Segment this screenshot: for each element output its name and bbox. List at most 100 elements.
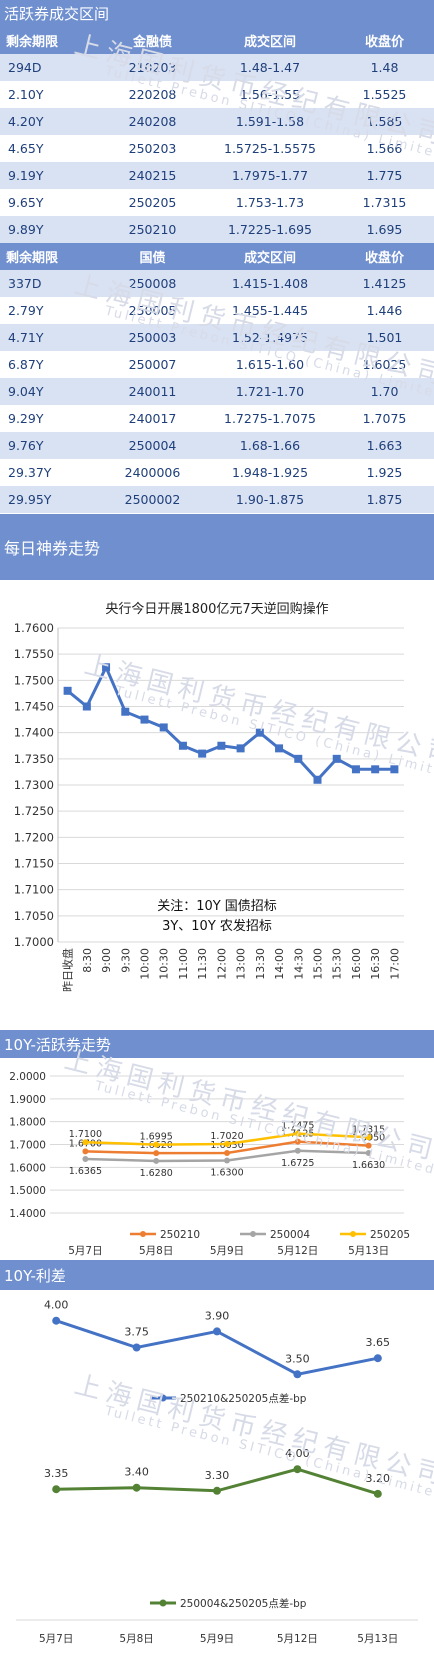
x-tick-label: 14:00 — [273, 948, 286, 980]
data-label: 1.6365 — [69, 1166, 102, 1177]
data-point — [178, 741, 187, 750]
data-point — [294, 754, 303, 763]
legend-label: 250004 — [270, 1229, 310, 1241]
x-tick-label: 5月12日 — [277, 1245, 318, 1257]
data-label: 1.6725 — [281, 1158, 314, 1169]
table2-cell: 240017 — [100, 405, 205, 432]
data-label: 1.6995 — [140, 1132, 173, 1143]
x-tick-label: 9:30 — [119, 948, 132, 973]
data-point — [275, 744, 284, 753]
table1-row: 9.19Y 240215 1.7975-1.77 1.775 — [0, 162, 434, 189]
data-point — [140, 715, 149, 724]
table2-cell: 2.79Y — [0, 297, 100, 324]
data-point — [224, 1141, 230, 1148]
data-point — [217, 741, 226, 750]
x-tick-label: 16:00 — [350, 948, 363, 980]
data-point — [373, 1354, 382, 1363]
table1-cell: 210203 — [100, 54, 205, 81]
table1-cell: 250210 — [100, 216, 205, 243]
y-tick-label: 1.7500 — [14, 673, 54, 687]
data-point — [82, 1155, 89, 1162]
table2-cell: 1.70 — [335, 378, 434, 405]
y-tick-label: 1.7250 — [14, 804, 54, 818]
table1-row: 9.89Y 250210 1.7225-1.695 1.695 — [0, 216, 434, 243]
data-point — [294, 1138, 301, 1145]
table1-cell: 1.775 — [335, 162, 434, 189]
table2-cell: 1.7075 — [335, 405, 434, 432]
table1-cell: 4.65Y — [0, 135, 100, 162]
y-tick-label: 1.6000 — [9, 1162, 46, 1174]
x-tick-label: 14:30 — [292, 948, 305, 980]
table2-cell: 1.615-1.60 — [205, 351, 335, 378]
table2-row: 2.79Y 250005 1.455-1.445 1.446 — [0, 297, 434, 324]
bond-table-treasury: 剩余期限 国债 成交区间 收盘价 337D 250008 1.415-1.408 1.412… — [0, 243, 434, 513]
table1-cell: 9.89Y — [0, 216, 100, 243]
data-point — [82, 1139, 89, 1146]
x-tick-label: 5月9日 — [210, 1245, 244, 1257]
data-label: 3.90 — [205, 1309, 230, 1322]
data-label: 1.7315 — [352, 1124, 385, 1135]
y-tick-label: 1.7550 — [14, 647, 54, 661]
table1-cell: 1.48 — [335, 54, 434, 81]
table2-cell: 1.925 — [335, 459, 434, 486]
data-point — [213, 1327, 221, 1336]
x-tick-label: 10:30 — [158, 948, 171, 980]
data-point — [236, 744, 245, 753]
table2-row: 9.29Y 240017 1.7275-1.7075 1.7075 — [0, 405, 434, 432]
table2-cell: 1.875 — [335, 486, 434, 513]
data-point — [153, 1150, 160, 1157]
data-label: 3.35 — [44, 1467, 69, 1480]
y-tick-label: 1.7450 — [14, 700, 54, 714]
table2-section: 剩余期限 国债 成交区间 收盘价 337D 250008 1.415-1.408 1.412… — [0, 243, 434, 513]
table1-cell: 2.10Y — [0, 81, 100, 108]
table2-cell: 9.76Y — [0, 432, 100, 459]
x-tick-label: 5月12日 — [277, 1633, 318, 1645]
table1-cell: 9.65Y — [0, 189, 100, 216]
data-point — [132, 1343, 141, 1352]
table2-cell: 29.37Y — [0, 459, 100, 486]
table1-row: 294D 210203 1.48-1.47 1.48 — [0, 54, 434, 81]
table1-cell: 1.566 — [335, 135, 434, 162]
table1-header-cell: 剩余期限 — [0, 27, 100, 54]
table2-cell: 1.6025 — [335, 351, 434, 378]
data-point — [294, 1147, 301, 1154]
y-tick-label: 1.7400 — [14, 726, 54, 740]
table2-cell: 2400006 — [100, 459, 205, 486]
data-point — [313, 775, 322, 784]
data-point — [224, 1149, 230, 1156]
table2-header-cell: 收盘价 — [335, 243, 434, 270]
legend-label: 250004&250205点差-bp — [180, 1597, 307, 1610]
y-tick-label: 1.8000 — [9, 1117, 46, 1129]
data-point — [255, 728, 264, 737]
data-point — [52, 1485, 61, 1494]
x-tick-label: 5月9日 — [200, 1633, 234, 1645]
bond-table-financial: 剩余期限 金融债 成交区间 收盘价 294D 210203 1.48-1.47 1.48 2.… — [0, 27, 434, 243]
table1-header-cell: 成交区间 — [205, 27, 335, 54]
y-tick-label: 2.0000 — [9, 1071, 46, 1083]
data-label: 4.00 — [285, 1447, 310, 1460]
chart-daily-trend: 央行今日开展1800亿元7天逆回购操作 1.7600 1.7550 1.7500 1.7… — [0, 580, 434, 1030]
data-label: 1.6300 — [210, 1167, 243, 1178]
data-point — [371, 765, 380, 774]
legend-label: 250205 — [370, 1229, 410, 1241]
data-point — [198, 749, 207, 758]
data-point — [132, 1483, 141, 1492]
y-tick-label: 1.7150 — [14, 857, 54, 871]
x-tick-label: 11:30 — [196, 948, 209, 980]
table1-cell: 220208 — [100, 81, 205, 108]
table1-title: 活跃券成交区间 — [0, 0, 434, 27]
table1-row: 2.10Y 220208 1.56-1.55 1.5525 — [0, 81, 434, 108]
x-tick-label: 15:00 — [312, 948, 325, 980]
table1-cell: 240215 — [100, 162, 205, 189]
data-point — [293, 1465, 302, 1474]
data-point — [293, 1370, 302, 1379]
y-tick-label: 1.7600 — [14, 621, 54, 635]
table2-cell: 1.52-1.4975 — [205, 324, 335, 351]
table2-row: 4.71Y 250003 1.52-1.4975 1.501 — [0, 324, 434, 351]
table2-cell: 1.501 — [335, 324, 434, 351]
y-tick-label: 1.7350 — [14, 752, 54, 766]
table2-cell: 2500002 — [100, 486, 205, 513]
x-tick-label: 昨日收盘 — [61, 948, 75, 992]
table2-cell: 250004 — [100, 432, 205, 459]
data-label: 3.65 — [366, 1336, 391, 1349]
